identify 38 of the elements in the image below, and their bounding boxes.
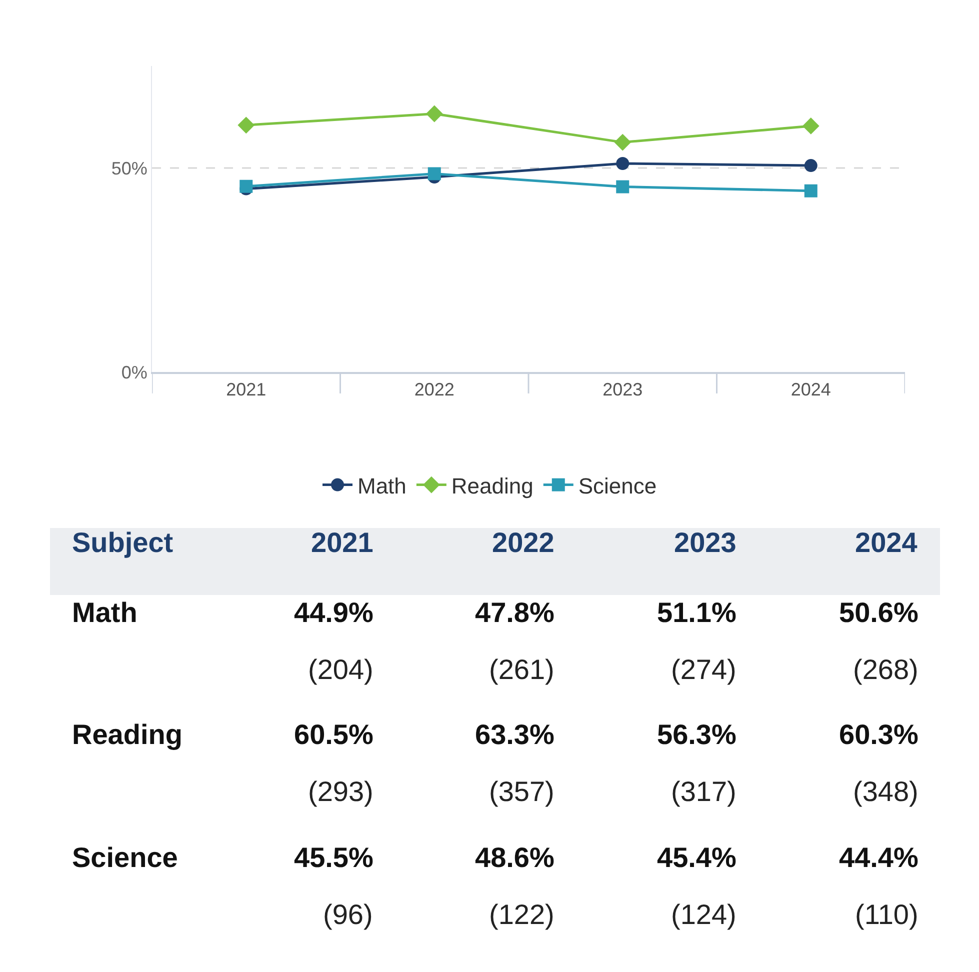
x-tick-label: 2023 xyxy=(602,379,643,400)
x-tick-label: 2022 xyxy=(414,379,454,400)
text: Subject xyxy=(72,527,174,558)
legend-label: Math xyxy=(358,473,406,498)
data-label: 44.4% (110) xyxy=(839,842,918,930)
data-label: 56.3% (317) xyxy=(657,719,736,807)
category-label: 2023 xyxy=(674,527,736,558)
data-label: 47.8% (261) xyxy=(475,597,554,685)
data-label: 45.5% (96) xyxy=(294,842,374,930)
data-label: 48.6% (122) xyxy=(475,842,554,930)
point xyxy=(238,116,255,134)
category-label: 2022 xyxy=(492,527,554,558)
category-label: 2021 xyxy=(311,527,374,558)
point xyxy=(804,159,818,172)
point xyxy=(428,167,441,180)
data-label: 45.4% (124) xyxy=(657,842,736,930)
point xyxy=(614,134,632,151)
y-tick-label: 50% xyxy=(111,158,148,178)
point xyxy=(804,184,818,198)
data-label: 60.5% (293) xyxy=(294,719,374,807)
x-tick-label: 2021 xyxy=(226,379,266,400)
text: Reading xyxy=(72,719,182,750)
data-label: 51.1% (274) xyxy=(657,597,736,685)
data-label: 44.9% (204) xyxy=(294,597,374,685)
category-label: 2024 xyxy=(855,527,918,558)
text: Science xyxy=(72,842,178,873)
text: Math xyxy=(72,597,138,628)
point xyxy=(616,157,630,170)
data-label: 60.3% (348) xyxy=(839,719,918,807)
point xyxy=(802,118,820,134)
y-tick-label: 0% xyxy=(121,362,148,382)
point xyxy=(616,180,630,194)
data-label: 50.6% (268) xyxy=(839,597,918,685)
x-tick-label: 2024 xyxy=(790,379,831,400)
legend-label: Science xyxy=(578,473,657,498)
point xyxy=(426,105,443,122)
data-label: 63.3% (357) xyxy=(475,719,554,807)
legend-label: Reading xyxy=(451,473,534,498)
